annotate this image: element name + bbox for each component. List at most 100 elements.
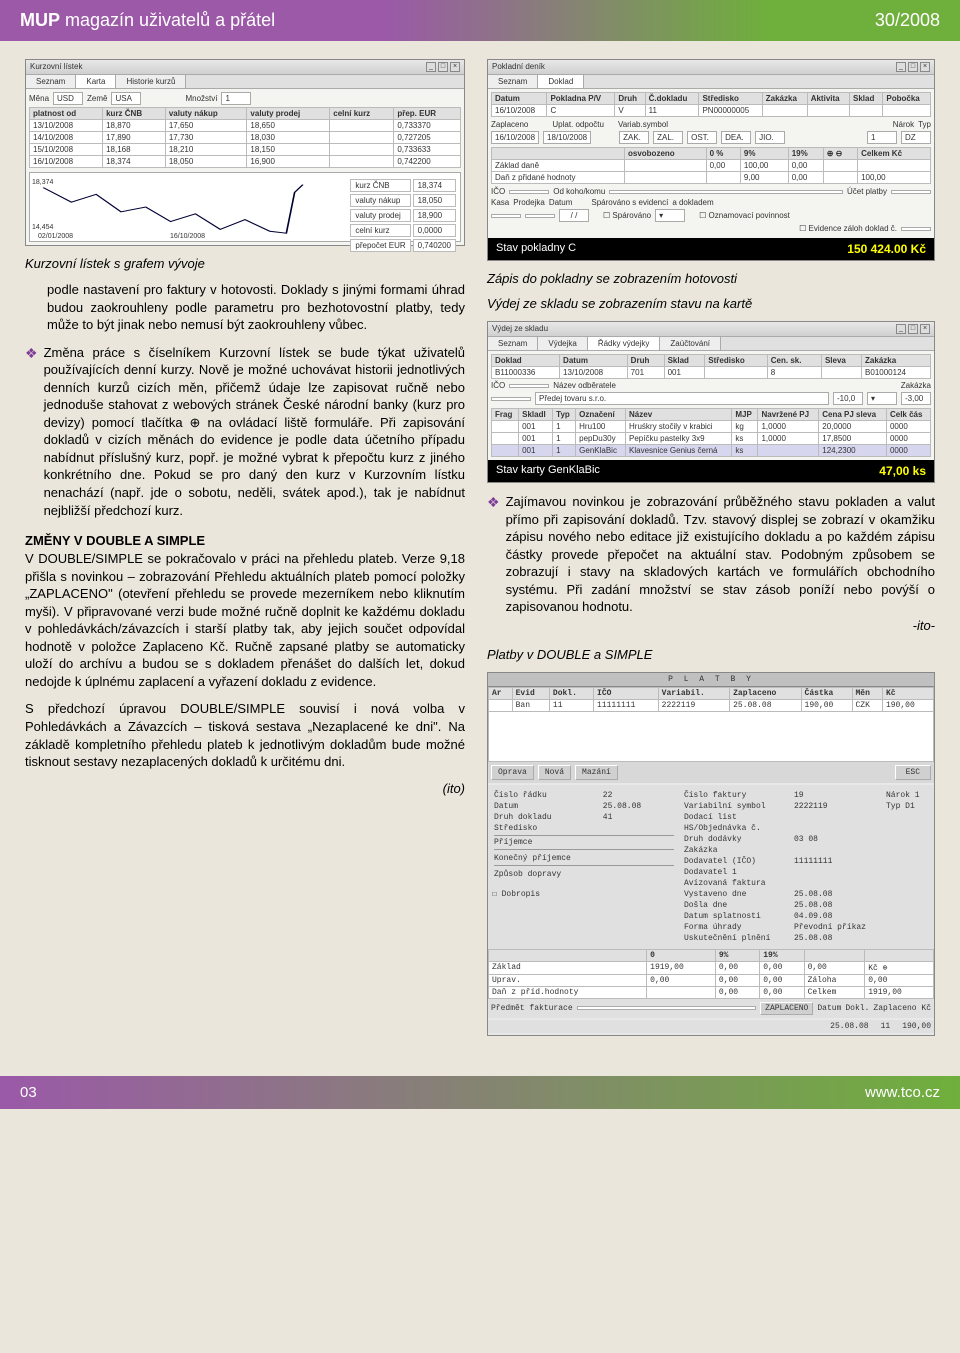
window-title: Výdej ze skladu (492, 324, 548, 334)
kasa-label: Kasa (491, 198, 509, 207)
btn-zal[interactable]: ZAL. (653, 131, 683, 144)
btn-dea[interactable]: DEA. (721, 131, 751, 144)
max-icon[interactable]: □ (438, 62, 448, 72)
date-sep[interactable]: / / (559, 209, 589, 222)
tab-karta[interactable]: Karta (76, 75, 116, 88)
signature-ito: (ito) (25, 781, 465, 796)
chart-y-bot: 14,454 (32, 224, 53, 231)
max-icon[interactable]: □ (908, 62, 918, 72)
typ-field[interactable]: DZ (901, 131, 931, 144)
status-pokladna: Stav pokladny C 150 424.00 Kč (488, 238, 934, 260)
status-karta: Stav karty GenKlaBic 47,00 ks (488, 460, 934, 482)
magazine-title: MUP magazín uživatelů a přátel (20, 10, 275, 31)
zeme-label: Země (87, 94, 107, 103)
zap-date1[interactable]: 16/10/2008 (491, 131, 539, 144)
bullet-icon: ❖ (25, 344, 38, 519)
window-title: Kurzovní lístek (30, 62, 82, 72)
caption-platby: Platby v DOUBLE a SIMPLE (487, 647, 935, 662)
para-changes: V DOUBLE/SIMPLE se pokračovalo v práci n… (25, 550, 465, 690)
brand-bold: MUP (20, 10, 60, 30)
para-intro: podle nastavení pro faktury v hotovosti.… (47, 281, 465, 334)
tab-historie[interactable]: Historie kurzů (116, 75, 186, 88)
screenshot-vydej: Výdej ze skladu _□× Seznam Výdejka Řádky… (487, 321, 935, 483)
screenshot-kurzovni-listek: Kurzovní lístek _□× Seznam Karta Histori… (25, 59, 465, 246)
max-icon[interactable]: □ (908, 324, 918, 334)
uplat-label: Uplat. odpočtu (552, 120, 604, 129)
btn-jio[interactable]: JIO. (755, 131, 785, 144)
btn-mazani[interactable]: Mazání (575, 765, 618, 780)
tab-seznam[interactable]: Seznam (26, 75, 76, 88)
caption-pokladna: Zápis do pokladny se zobrazením hotovost… (487, 271, 935, 286)
window-title: Pokladní deník (492, 62, 545, 72)
table-row: Základ daně0,00100,000,00 (492, 160, 931, 172)
table-row: Ban1111111111222211925.08.08190,00CZK190… (489, 699, 934, 711)
bullet-icon: ❖ (487, 493, 500, 616)
mena-label: Měna (29, 94, 49, 103)
table-row: 0011GenKlaBicKlavesnice Genius černáks12… (492, 445, 931, 457)
btn-esc[interactable]: ESC (895, 765, 931, 780)
btn-ost[interactable]: OST. (687, 131, 717, 144)
typ-label: Typ (918, 120, 931, 129)
nazev-label: Název odběratele (553, 381, 616, 390)
prodejka-label: Prodejka (513, 198, 545, 207)
tab-radky[interactable]: Řádky výdejky (588, 337, 661, 350)
min-icon[interactable]: _ (896, 324, 906, 334)
btn-zak[interactable]: ZAK. (619, 131, 649, 144)
table-row: 0011pepDu30yPepíčku pastelky 3x9ks1,0000… (492, 433, 931, 445)
ucet-field[interactable] (891, 190, 931, 194)
chart-sidebox: kurz ČNB18,374 valuty nákup18,050 valuty… (348, 177, 458, 254)
right-column: Pokladní deník _□× Seznam Doklad DatumPo… (487, 59, 935, 1046)
zap-date2[interactable]: 18/10/2008 (543, 131, 591, 144)
vydej-header: DokladDatumDruhSkladStřediskoCen. sk.Sle… (491, 354, 931, 379)
adokl-label: a dokladem (672, 198, 713, 207)
ico-field[interactable] (509, 190, 549, 194)
screenshot-pokladni-denik: Pokladní deník _□× Seznam Doklad DatumPo… (487, 59, 935, 261)
tab-zauct[interactable]: Zaúčtování (660, 337, 721, 350)
tab-seznam[interactable]: Seznam (488, 75, 538, 88)
btn-oprava[interactable]: Oprava (491, 765, 534, 780)
zeme-field[interactable]: USA (111, 92, 141, 105)
page-header: MUP magazín uživatelů a přátel 30/2008 (0, 0, 960, 41)
btn-zaplaceno[interactable]: ZAPLACENO (760, 1002, 813, 1015)
status-value: 150 424.00 Kč (847, 242, 926, 256)
narok-field[interactable]: 1 (867, 131, 897, 144)
close-icon[interactable]: × (920, 62, 930, 72)
signature-ito2: -ito- (487, 618, 935, 633)
issue-number: 30/2008 (875, 10, 940, 31)
chart-x-left: 02/01/2008 (38, 233, 73, 240)
dobropis-chk[interactable]: Dobropis (502, 890, 540, 899)
table-row: B1100033613/10/20087010018B01000124 (492, 367, 931, 379)
table-row: 16/10/2008CV11PN00000005 (492, 105, 931, 117)
chart-x-right: 16/10/2008 (170, 233, 205, 240)
varsym-label: Variab.symbol (618, 120, 668, 129)
tax-table: osvobozeno0 %9%19%⊕ ⊖Celkem Kč Základ da… (491, 147, 931, 184)
footer-url: www.tco.cz (865, 1084, 940, 1101)
table-row: 14/10/200817,89017,73018,0300,727205 (30, 132, 461, 144)
window-title: P L A T B Y (488, 673, 934, 687)
mena-field[interactable]: USD (53, 92, 83, 105)
btn-nova[interactable]: Nová (538, 765, 571, 780)
zak-label: Zakázka (901, 381, 931, 390)
close-icon[interactable]: × (920, 324, 930, 334)
min-icon[interactable]: _ (896, 62, 906, 72)
table-header-row: platnost od kurz ČNB valuty nákup valuty… (30, 108, 461, 120)
status-label: Stav pokladny C (496, 242, 576, 256)
pokladna-header-table: DatumPokladna P/VDruhČ.dokladuStřediskoZ… (491, 92, 931, 117)
odkoho-field[interactable] (609, 190, 843, 194)
heading-changes: ZMĚNY V DOUBLE A SIMPLE (25, 533, 465, 548)
tab-doklad[interactable]: Doklad (538, 75, 584, 88)
predmet-label: Předmět fakturace (491, 1004, 573, 1013)
mnoz-field[interactable]: 1 (221, 92, 251, 105)
caption-vydej: Výdej ze skladu se zobrazením stavu na k… (487, 296, 935, 311)
close-icon[interactable]: × (450, 62, 460, 72)
kurz-chart: 18,374 14,454 02/01/2008 16/10/2008 kurz… (29, 172, 461, 242)
spar-label: Spárováno s evidencí (591, 198, 668, 207)
tab-vydejka[interactable]: Výdejka (538, 337, 587, 350)
min-icon[interactable]: _ (426, 62, 436, 72)
caption-kurz: Kurzovní lístek s grafem vývoje (25, 256, 465, 271)
odkoho-label: Od koho/komu (553, 187, 605, 196)
predej-field[interactable]: Předej tovaru s.r.o. (535, 392, 829, 405)
kurz-table: platnost od kurz ČNB valuty nákup valuty… (29, 107, 461, 168)
tab-seznam[interactable]: Seznam (488, 337, 538, 350)
platby-table: ArEvidDokl.IČOVariabil.ZaplacenoČástkaMě… (488, 687, 934, 762)
